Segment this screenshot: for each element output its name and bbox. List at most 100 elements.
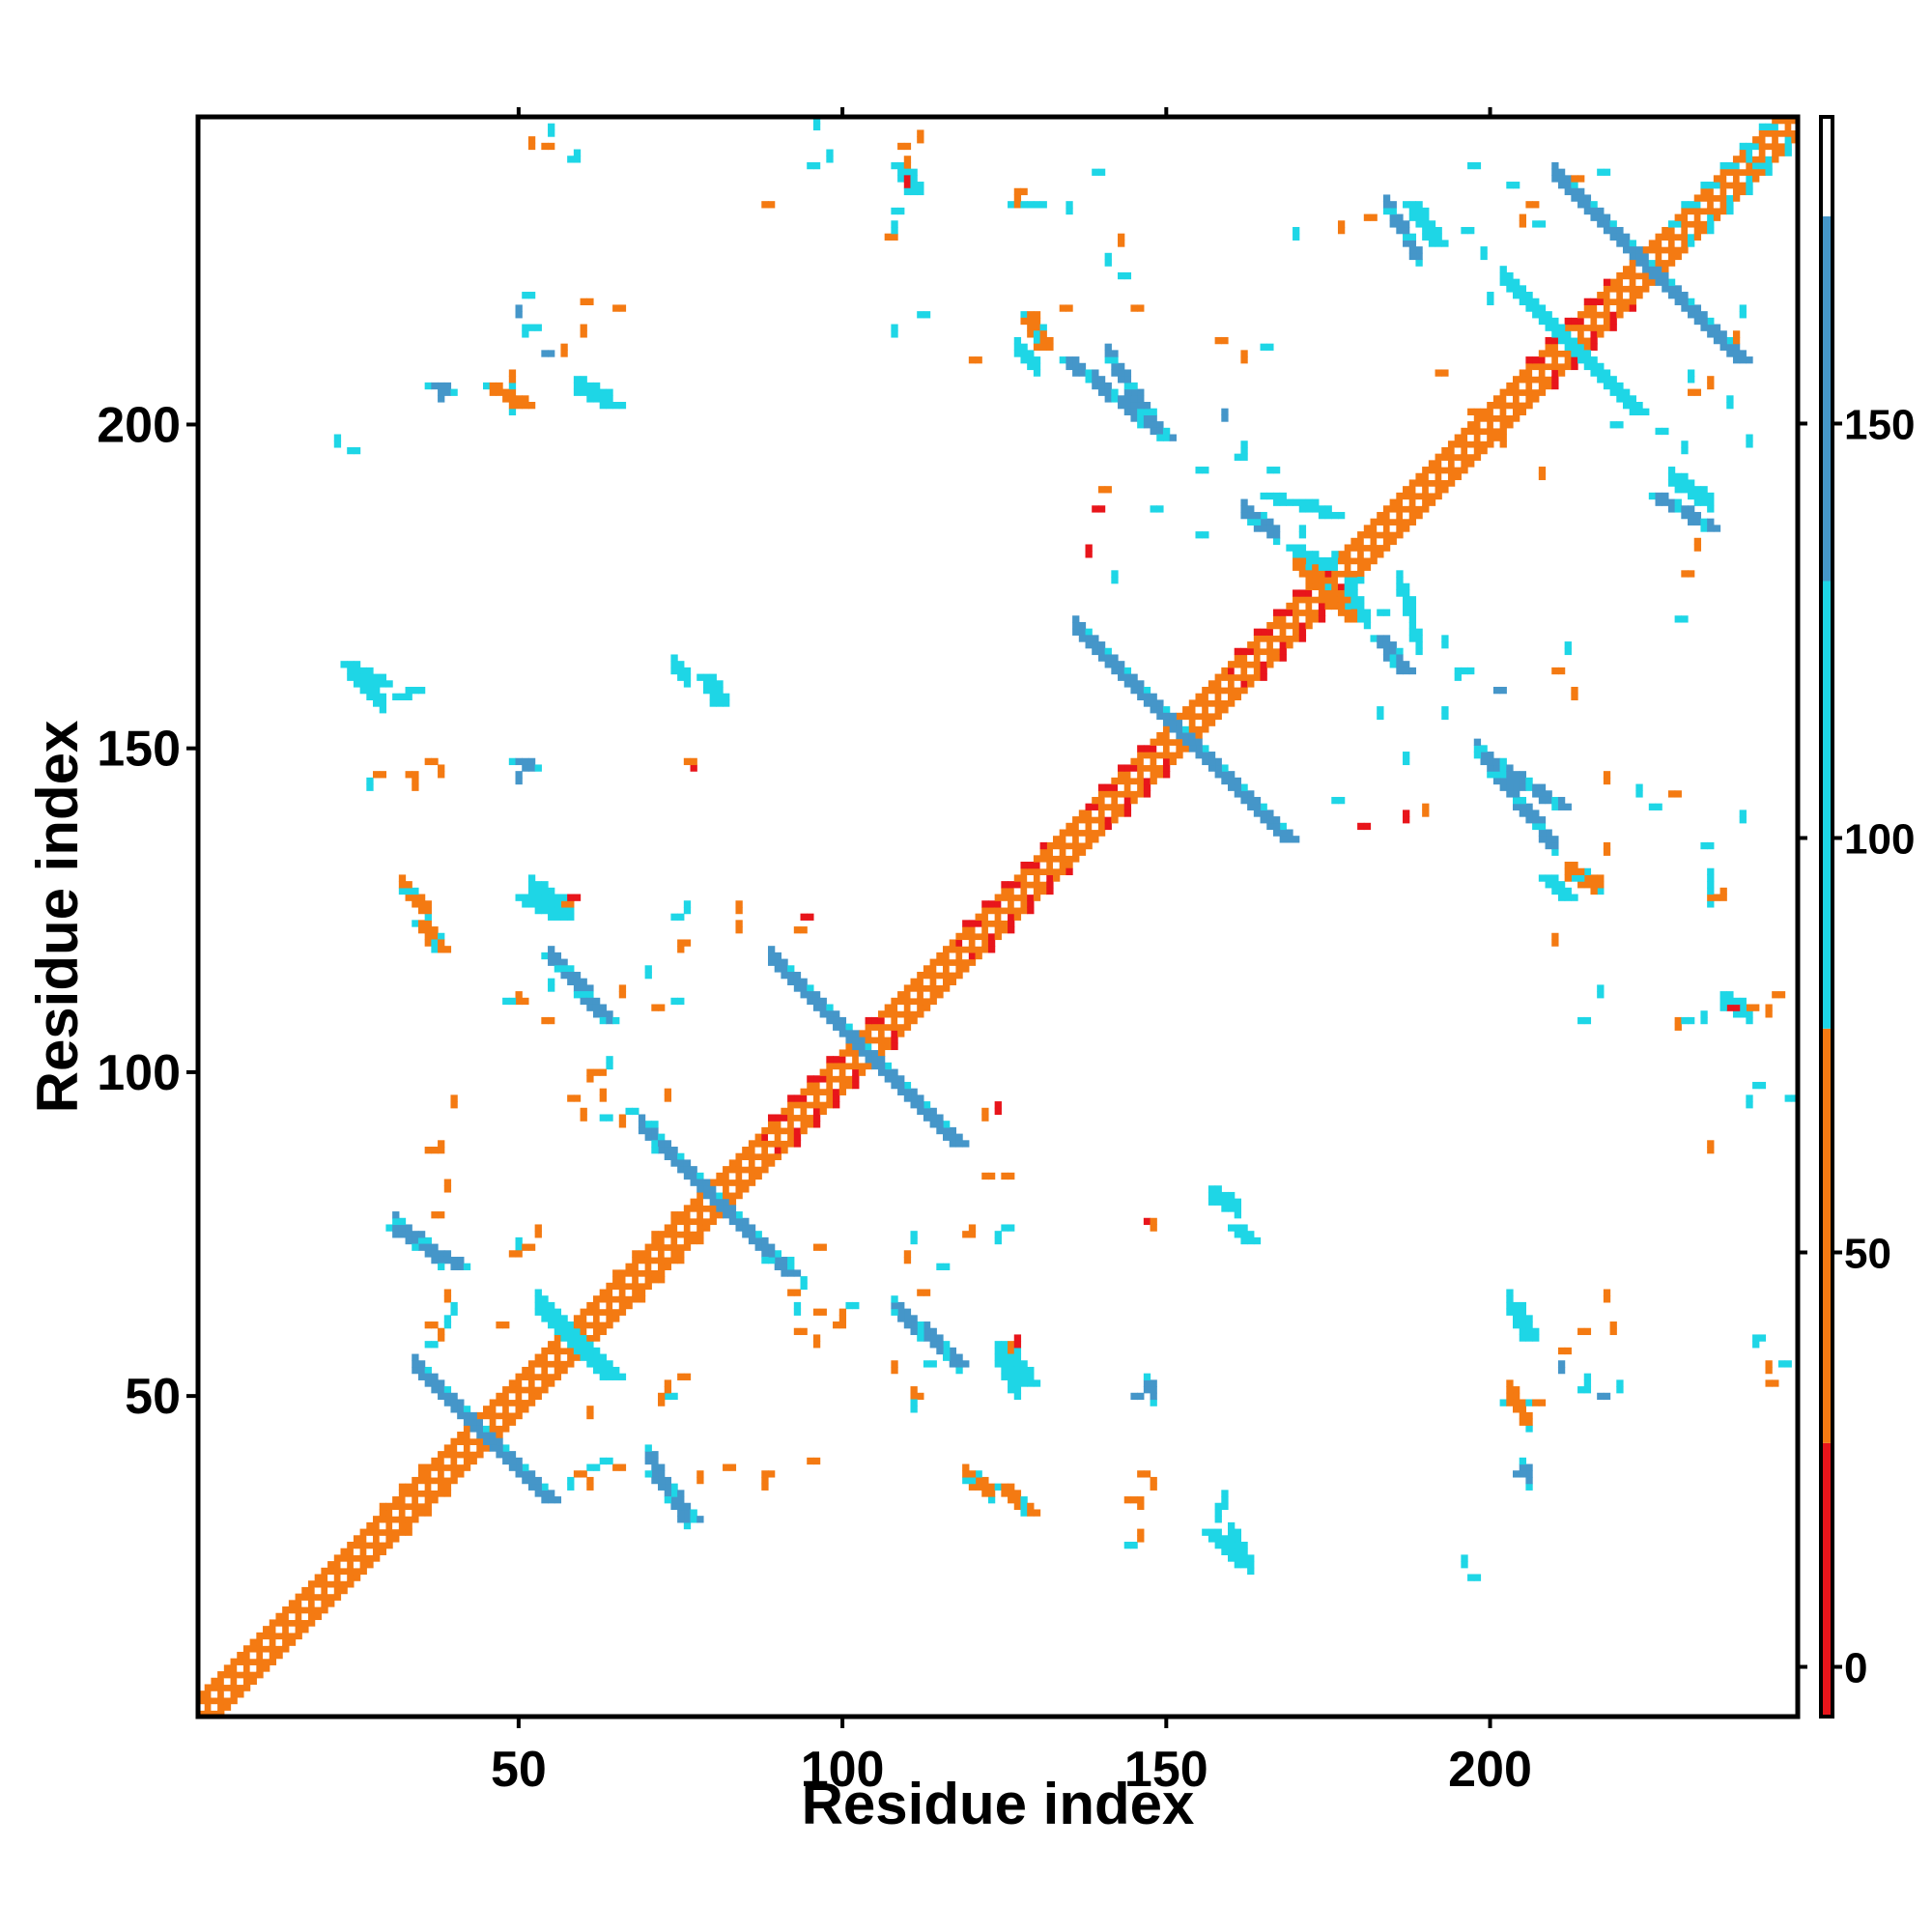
heatmap-cell [903,1094,912,1102]
heatmap-cell [949,952,957,960]
heatmap-cell [256,1658,264,1665]
heatmap-cell [1499,771,1507,779]
heatmap-cell [223,1696,232,1705]
heatmap-cell [198,1696,206,1705]
heatmap-cell [592,1463,601,1471]
heatmap-cell [884,1042,892,1051]
heatmap-cell [975,356,982,364]
heatmap-cell [1059,855,1066,863]
heatmap-cell [1746,182,1753,189]
heatmap-cell [884,1023,892,1031]
heatmap-cell [884,1010,892,1018]
heatmap-cell [1195,719,1203,726]
heatmap-cell [1551,330,1559,338]
heatmap-cell [1097,796,1106,805]
heatmap-cell [580,991,587,999]
heatmap-cell [469,1451,477,1459]
heatmap-cell [1454,472,1462,481]
heatmap-cell [1545,356,1552,364]
heatmap-cell [398,1516,407,1523]
heatmap-cell [385,1224,393,1232]
heatmap-cell [683,757,692,766]
heatmap-cell [690,1205,697,1212]
heatmap-cell [910,1327,918,1336]
heatmap-cell [716,680,724,688]
heatmap-cell [664,1379,672,1387]
heatmap-cell [522,1463,529,1471]
x-tick-label: 150 [1124,1742,1208,1798]
heatmap-cell [683,939,692,947]
heatmap-cell [1208,706,1216,714]
heatmap-cell [534,1386,542,1394]
heatmap-cell [385,1535,393,1543]
heatmap-cell [1791,136,1799,144]
heatmap-cell [379,680,387,688]
heatmap-cell [1396,525,1404,532]
heatmap-cell [1382,654,1391,662]
heatmap-cell [1480,745,1488,753]
heatmap-cell [1415,486,1423,494]
heatmap-cell [1765,129,1773,137]
heatmap-cell [943,978,951,985]
heatmap-cell [1382,525,1391,532]
heatmap-cell [903,175,912,183]
heatmap-cell [230,1690,238,1698]
heatmap-cell [723,693,730,700]
heatmap-cell [534,1295,542,1303]
heatmap-cell [936,1121,944,1128]
heatmap-cell [476,1425,484,1433]
heatmap-cell [1519,771,1527,779]
heatmap-cell [1577,201,1585,209]
heatmap-cell [812,1088,821,1095]
heatmap-cell [1648,492,1657,500]
heatmap-cell [1247,1567,1255,1576]
heatmap-cell [1506,388,1514,396]
heatmap-cell [1305,505,1313,513]
heatmap-cell [1467,446,1475,455]
heatmap-cell [1435,492,1442,500]
heatmap-cell [567,1483,575,1491]
heatmap-cell [586,382,594,390]
heatmap-cell [366,673,374,681]
heatmap-cell [405,1490,412,1497]
heatmap-cell [1726,194,1734,202]
heatmap-cell [263,1632,270,1640]
heatmap-cell [781,1256,788,1264]
heatmap-cell [1693,486,1702,494]
heatmap-cell [1707,498,1715,506]
heatmap-cell [1337,609,1346,616]
heatmap-cell [819,1068,827,1076]
heatmap-cell [534,1490,542,1497]
heatmap-cell [1525,1411,1533,1420]
heatmap-cell [1403,582,1410,591]
heatmap-cell [1667,467,1676,474]
heatmap-cell [263,1651,270,1660]
heatmap-cell [910,997,918,1006]
heatmap-cell [1234,654,1242,662]
heatmap-cell [463,1457,471,1465]
heatmap-cell [651,1263,659,1270]
heatmap-cell [1590,311,1598,319]
heatmap-cell [450,1308,458,1316]
heatmap-cell [1137,752,1145,759]
heatmap-cell [1027,311,1035,319]
colorbar-band [1821,117,1833,216]
heatmap-cell [1260,810,1267,817]
heatmap-cell [1487,434,1494,441]
heatmap-cell [1499,388,1507,396]
heatmap-cell [1298,505,1307,513]
heatmap-cell [638,1289,646,1296]
heatmap-cell [1123,388,1132,396]
heatmap-cell [1609,298,1617,306]
heatmap-cell [1350,602,1358,611]
heatmap-cell [443,1321,452,1329]
heatmap-cell [923,965,931,973]
heatmap-cell [1487,764,1494,772]
heatmap-cell [683,900,692,908]
heatmap-cell [1111,667,1119,675]
heatmap-cell [359,680,367,688]
heatmap-cell [1370,635,1378,642]
heatmap-cell [625,1301,633,1310]
heatmap-cell [1435,467,1442,474]
heatmap-cell [632,1282,639,1291]
